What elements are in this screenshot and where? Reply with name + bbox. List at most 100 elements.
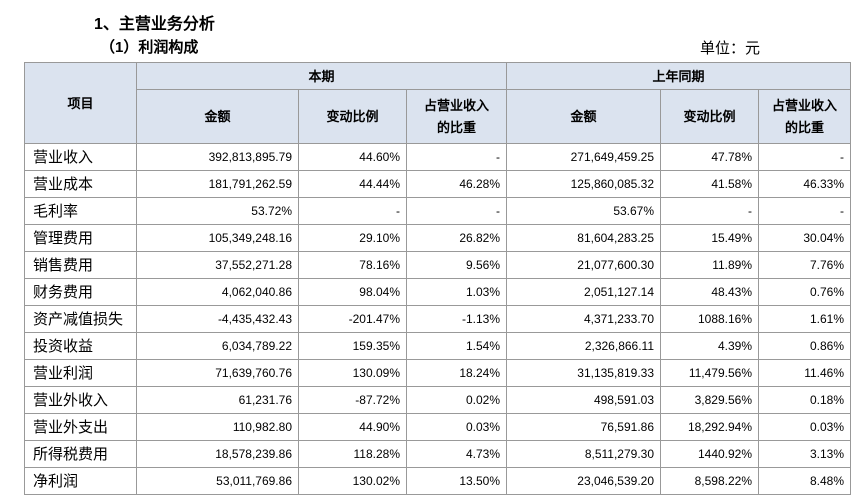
cell: 11,479.56% bbox=[660, 359, 760, 387]
header-cell: 变动比例 bbox=[298, 89, 407, 144]
cell: 2,326,866.11 bbox=[506, 332, 662, 360]
cell: 9.56% bbox=[405, 251, 508, 279]
header-cell: 占营业收入 的比重 bbox=[405, 89, 508, 144]
cell: 29.10% bbox=[298, 224, 407, 252]
cell: 18,292.94% bbox=[660, 413, 760, 441]
cell: 130.09% bbox=[298, 359, 407, 387]
row: 营业外收入 61,231.76 -87.72% 0.02% 498,591.03 3,82… bbox=[24, 386, 852, 414]
row-label: 净利润 bbox=[24, 467, 137, 495]
row: 销售费用 37,552,271.28 78.16% 9.56% 21,077,600.3… bbox=[24, 251, 852, 279]
cell: 392,813,895.79 bbox=[136, 143, 299, 171]
cell: 61,231.76 bbox=[136, 386, 299, 414]
cell: 105,349,248.16 bbox=[136, 224, 299, 252]
cell: - bbox=[405, 197, 508, 225]
cell: 125,860,085.32 bbox=[506, 170, 662, 198]
cell: 0.03% bbox=[405, 413, 508, 441]
cell: 30.04% bbox=[758, 224, 852, 252]
row-label: 资产减值损失 bbox=[24, 305, 137, 333]
cell: 44.44% bbox=[298, 170, 407, 198]
cell: 8,598.22% bbox=[660, 467, 760, 495]
cell: 8.48% bbox=[758, 467, 852, 495]
cell: 47.78% bbox=[660, 143, 760, 171]
cell: 1.54% bbox=[405, 332, 508, 360]
cell: 48.43% bbox=[660, 278, 760, 306]
cell: - bbox=[298, 197, 407, 225]
row: 营业收入 392,813,895.79 44.60% -271,649,459.25 4… bbox=[24, 143, 852, 171]
cell: 37,552,271.28 bbox=[136, 251, 299, 279]
cell: - bbox=[758, 197, 852, 225]
cell: 21,077,600.30 bbox=[506, 251, 662, 279]
cell: 0.76% bbox=[758, 278, 852, 306]
header-cell: 占营业收入 的比重 bbox=[758, 89, 852, 144]
cell: 181,791,262.59 bbox=[136, 170, 299, 198]
cell: 53,011,769.86 bbox=[136, 467, 299, 495]
header-line: 的比重 bbox=[785, 119, 825, 135]
cell: 46.33% bbox=[758, 170, 852, 198]
heading: 1、主营业务分析 bbox=[94, 16, 215, 33]
cell: 11.46% bbox=[758, 359, 852, 387]
cell: 3.13% bbox=[758, 440, 852, 468]
cell: 1088.16% bbox=[660, 305, 760, 333]
row-label: 销售费用 bbox=[24, 251, 137, 279]
cell: 7.76% bbox=[758, 251, 852, 279]
cell: 81,604,283.25 bbox=[506, 224, 662, 252]
cell: 4.73% bbox=[405, 440, 508, 468]
cell: 0.02% bbox=[405, 386, 508, 414]
cell: 4.39% bbox=[660, 332, 760, 360]
row: 营业外支出 110,982.80 44.90% 0.03% 76,591.86 18,29… bbox=[24, 413, 852, 441]
cell: 26.82% bbox=[405, 224, 508, 252]
cell: 23,046,539.20 bbox=[506, 467, 662, 495]
cell: 44.60% bbox=[298, 143, 407, 171]
row: 净利润 53,011,769.86 130.02% 13.50% 23,046,539.… bbox=[24, 467, 852, 495]
row: 营业利润 71,639,760.76 130.09% 18.24% 31,135,819… bbox=[24, 359, 852, 387]
header-line: 变动比例 bbox=[683, 108, 736, 124]
cell: 498,591.03 bbox=[506, 386, 662, 414]
row-label: 营业外收入 bbox=[24, 386, 137, 414]
row: 财务费用 4,062,040.86 98.04% 1.03% 2,051,127.14 4… bbox=[24, 278, 852, 306]
cell: 18.24% bbox=[405, 359, 508, 387]
row-label: 毛利率 bbox=[24, 197, 137, 225]
row-label: 财务费用 bbox=[24, 278, 137, 306]
row-label: 营业利润 bbox=[24, 359, 137, 387]
header-line: 的比重 bbox=[437, 119, 477, 135]
cell: 1440.92% bbox=[660, 440, 760, 468]
cell: 271,649,459.25 bbox=[506, 143, 662, 171]
header-line: 金额 bbox=[570, 108, 597, 124]
cell: 13.50% bbox=[405, 467, 508, 495]
cell: 8,511,279.30 bbox=[506, 440, 662, 468]
cell: 3,829.56% bbox=[660, 386, 760, 414]
profit-table: 项目 本期 上年同期 金额 变动比例 占营业收入 的比重 金额 变动比例 占营业收入 的比重 … bbox=[24, 62, 852, 495]
cell: 44.90% bbox=[298, 413, 407, 441]
row-label: 管理费用 bbox=[24, 224, 137, 252]
cell: 53.72% bbox=[136, 197, 299, 225]
header-current: 本期 bbox=[135, 62, 508, 90]
cell: 6,034,789.22 bbox=[136, 332, 299, 360]
cell: 110,982.80 bbox=[136, 413, 299, 441]
cell: 1.61% bbox=[758, 305, 852, 333]
row: 投资收益 6,034,789.22 159.35% 1.54% 2,326,866.11… bbox=[24, 332, 852, 360]
cell: 53.67% bbox=[506, 197, 662, 225]
header-line: 变动比例 bbox=[326, 108, 379, 124]
row-label: 投资收益 bbox=[24, 332, 137, 360]
cell: 76,591.86 bbox=[506, 413, 662, 441]
unit: 单位：元 bbox=[700, 40, 761, 57]
header-line: 占营业收入 bbox=[424, 97, 490, 113]
row: 营业成本 181,791,262.59 44.44% 46.28% 125,860,08… bbox=[24, 170, 852, 198]
row-label: 所得税费用 bbox=[24, 440, 137, 468]
cell: 118.28% bbox=[298, 440, 407, 468]
row: 所得税费用 18,578,239.86 118.28% 4.73% 8,511,279.… bbox=[24, 440, 852, 468]
cell: 78.16% bbox=[298, 251, 407, 279]
cell: -4,435,432.43 bbox=[136, 305, 299, 333]
cell: 18,578,239.86 bbox=[136, 440, 299, 468]
cell: 2,051,127.14 bbox=[506, 278, 662, 306]
cell: 1.03% bbox=[405, 278, 508, 306]
row: 资产减值损失 -4,435,432.43 -201.47% -1.13% 4,371,2… bbox=[24, 305, 852, 333]
cell: 4,371,233.70 bbox=[506, 305, 662, 333]
cell: 31,135,819.33 bbox=[506, 359, 662, 387]
cell: -1.13% bbox=[405, 305, 508, 333]
cell: -201.47% bbox=[298, 305, 407, 333]
row-label: 营业收入 bbox=[24, 143, 137, 171]
cell: -87.72% bbox=[298, 386, 407, 414]
cell: 46.28% bbox=[405, 170, 508, 198]
